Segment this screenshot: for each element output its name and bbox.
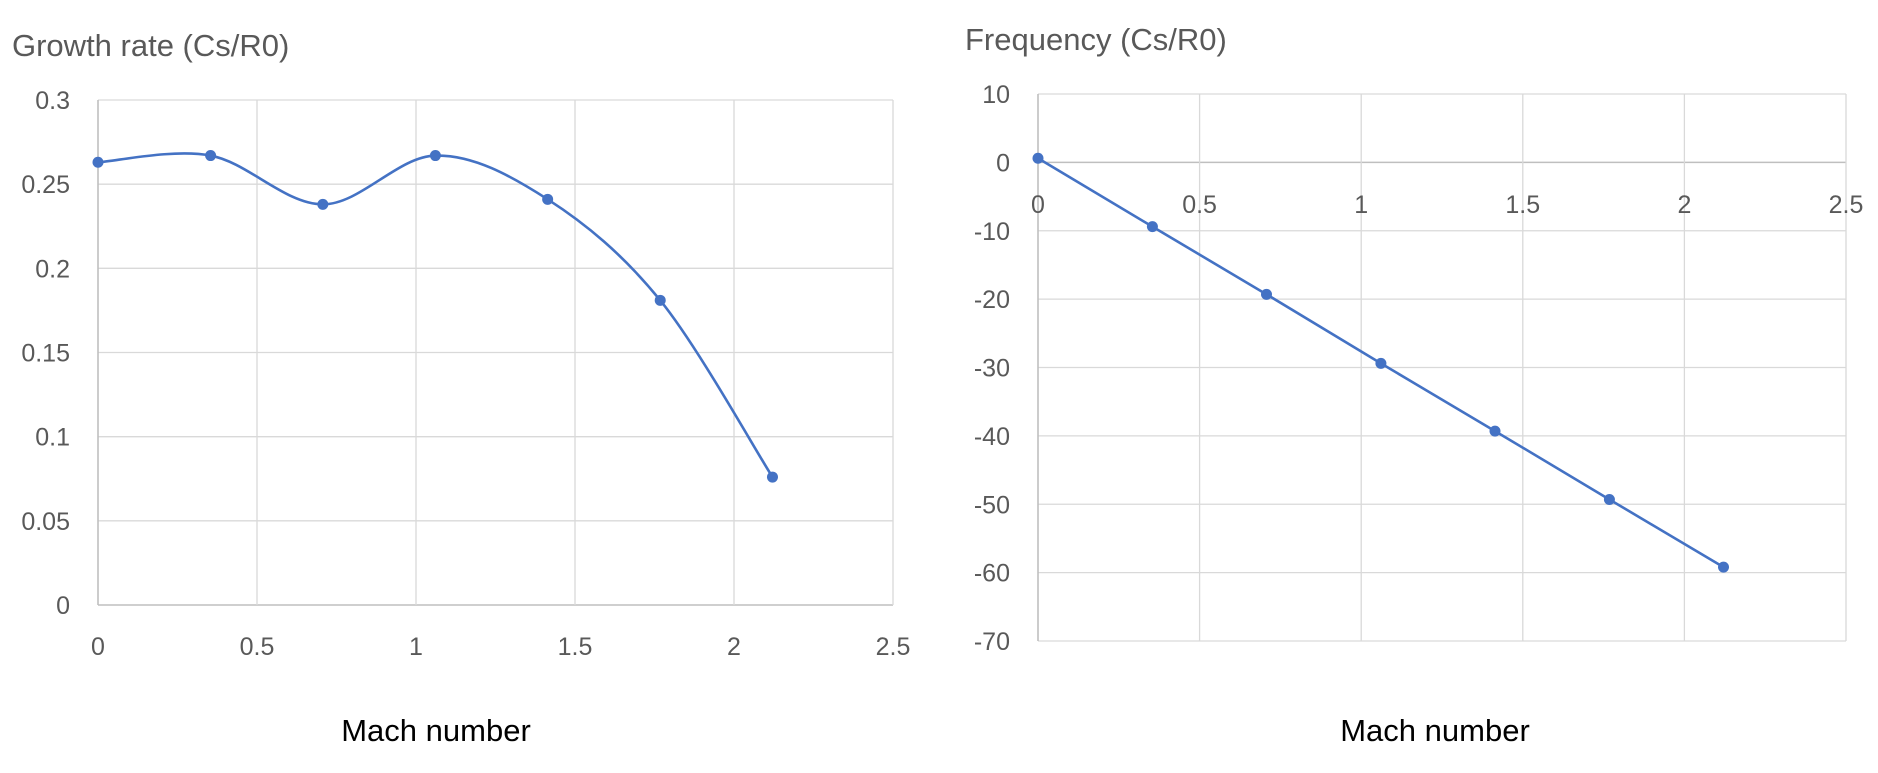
y-tick-label: 0.05 [21,508,70,536]
y-tick-label: 0.25 [21,171,70,199]
frequency-chart-title: Frequency (Cs/R0) [965,22,1227,57]
y-tick-label: -50 [974,491,1010,519]
y-tick-label: 0 [996,149,1010,177]
data-point [542,193,554,205]
frequency-chart: Frequency (Cs/R0) Mach number -70 -60 -50 -… [965,22,1863,748]
data-point [1261,288,1273,300]
x-tick-label: 2 [727,633,741,661]
y-tick-label: -20 [974,286,1010,314]
y-tick-label: -70 [974,628,1010,656]
x-tick-label: 1 [409,633,423,661]
x-tick-label: 2.5 [876,633,911,661]
data-point [317,198,329,210]
y-tick-label: 0.1 [35,424,70,452]
x-tick-label: 0 [1031,191,1045,219]
data-point [766,471,778,483]
y-tick-label: 0.3 [35,87,70,115]
y-tick-label: -30 [974,355,1010,383]
data-point [1375,357,1387,369]
x-tick-label: 0.5 [240,633,275,661]
data-point [1603,493,1615,505]
gridlines [1037,93,1847,642]
series-line [96,152,774,479]
data-point [1489,425,1501,437]
growth-rate-chart: Growth rate (Cs/R0) Mach number 0 0.05 0.1… [12,28,910,748]
x-tick-label: 1.5 [558,633,593,661]
growth-rate-x-axis-title: Mach number [341,713,531,748]
y-tick-label: 0.15 [21,340,70,368]
x-tick-label: 1 [1354,191,1368,219]
x-tick-label: 0.5 [1182,191,1217,219]
frequency-x-axis-title: Mach number [1340,713,1530,748]
y-tick-label: -10 [974,218,1010,246]
y-tick-label: 0 [56,592,70,620]
growth-rate-chart-title: Growth rate (Cs/R0) [12,28,289,63]
x-tick-label: 2.5 [1829,191,1864,219]
gridlines [97,99,894,606]
y-tick-label: 10 [982,81,1010,109]
data-point [92,156,104,168]
x-tick-label: 1.5 [1505,191,1540,219]
data-point [654,294,666,306]
y-tick-label: -60 [974,560,1010,588]
data-point [1718,561,1730,573]
data-point [429,150,441,162]
x-tick-label: 0 [91,633,105,661]
data-point [1032,152,1044,164]
y-tick-label: -40 [974,423,1010,451]
y-tick-label: 0.2 [35,255,70,283]
data-point [205,150,217,162]
x-tick-label: 2 [1677,191,1691,219]
data-point [1146,221,1158,233]
